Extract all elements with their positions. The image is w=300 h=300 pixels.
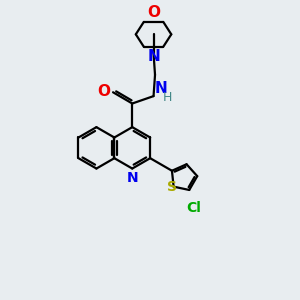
Text: O: O [147, 5, 160, 20]
Text: N: N [147, 49, 160, 64]
Text: O: O [97, 84, 110, 99]
Text: H: H [163, 91, 172, 104]
Text: N: N [127, 172, 138, 185]
Text: Cl: Cl [186, 201, 201, 215]
Text: N: N [154, 80, 167, 95]
Text: S: S [167, 180, 177, 194]
